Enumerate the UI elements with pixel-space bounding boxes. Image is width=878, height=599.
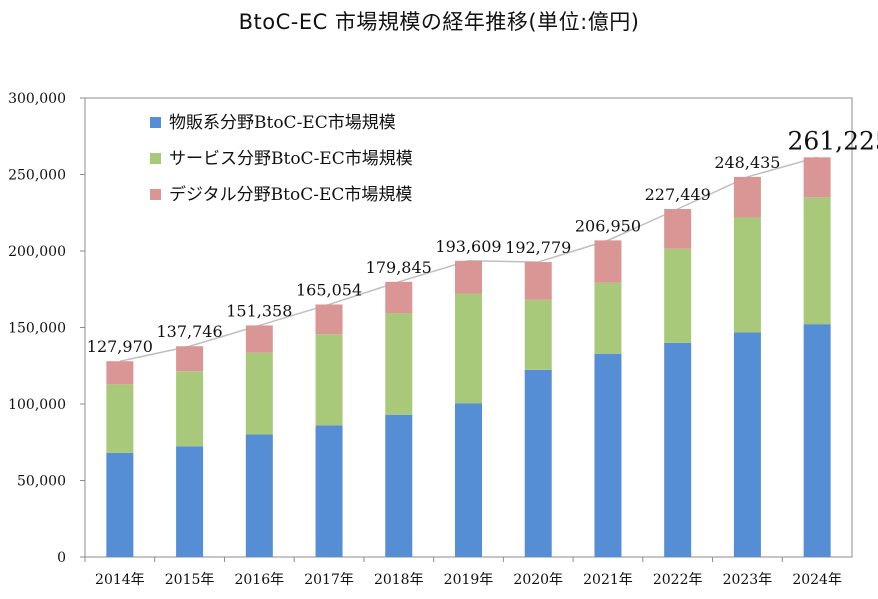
total-data-label: 248,435	[714, 153, 780, 172]
bar-segment-service	[524, 299, 552, 370]
bar-segment-service	[594, 282, 622, 354]
x-tick-label: 2024年	[792, 572, 842, 588]
total-data-label: 192,779	[505, 238, 571, 257]
x-tick-label: 2015年	[165, 572, 215, 588]
bar-segment-physical	[176, 446, 204, 557]
legend-swatch-service	[150, 153, 161, 164]
bar-segment-digital	[385, 281, 413, 314]
bar-segment-service	[245, 352, 273, 435]
bar-segment-service	[664, 248, 692, 343]
bar-segment-digital	[664, 209, 692, 249]
x-tick-label: 2016年	[234, 572, 284, 588]
bar-segment-digital	[106, 361, 134, 385]
bar-segment-digital	[245, 325, 273, 353]
total-data-label: 193,609	[435, 237, 501, 256]
total-data-label: 127,970	[87, 337, 153, 356]
x-tick-label: 2018年	[374, 572, 424, 588]
total-data-label: 179,845	[366, 258, 432, 277]
x-tick-label: 2019年	[444, 572, 494, 588]
total-data-label: 137,746	[157, 322, 223, 341]
bar-segment-service	[803, 197, 831, 325]
bar-segment-digital	[176, 346, 204, 372]
bar-segment-physical	[664, 342, 692, 557]
total-data-label: 227,449	[645, 185, 711, 204]
legend-label: 物販系分野BtoC-EC市場規模	[169, 113, 396, 133]
bar-segment-physical	[385, 414, 413, 557]
bar-segment-physical	[524, 369, 552, 557]
bar-segment-service	[315, 334, 343, 426]
chart-title: BtoC-EC 市場規模の経年推移(単位:億円)	[238, 10, 640, 34]
x-tick-label: 2017年	[304, 572, 354, 588]
bar-segment-physical	[245, 434, 273, 557]
y-tick-label: 300,000	[8, 91, 66, 107]
bar-segment-physical	[315, 425, 343, 557]
bar-segment-service	[385, 313, 413, 415]
bar-segment-physical	[106, 452, 134, 557]
y-tick-label: 150,000	[8, 321, 66, 337]
x-tick-label: 2014年	[95, 572, 145, 588]
legend-swatch-digital	[150, 189, 161, 200]
legend-swatch-physical	[150, 117, 161, 128]
bar-segment-service	[733, 217, 761, 333]
bar-segment-physical	[594, 353, 622, 557]
y-tick-label: 0	[57, 550, 66, 566]
total-data-label: 261,225	[787, 126, 878, 155]
total-data-label: 151,358	[226, 301, 292, 320]
x-tick-label: 2022年	[653, 572, 703, 588]
plot-area: 0 50,000 100,000 150,000 200,000 250,000 300,0…	[8, 91, 878, 588]
total-data-label: 206,950	[575, 216, 641, 235]
bar-segment-digital	[733, 176, 761, 218]
total-data-label: 165,054	[296, 280, 362, 299]
y-tick-label: 200,000	[8, 244, 66, 260]
legend-label: デジタル分野BtoC-EC市場規模	[169, 184, 412, 205]
bar-segment-digital	[803, 157, 831, 198]
bar-segment-physical	[733, 332, 761, 557]
bar-segment-physical	[803, 324, 831, 557]
bar-segment-digital	[524, 262, 552, 300]
bar-segment-physical	[455, 403, 482, 557]
bar-segment-service	[106, 384, 134, 453]
x-tick-label: 2023年	[723, 572, 773, 588]
legend-label: サービス分野BtoC-EC市場規模	[169, 149, 413, 169]
bar-segment-digital	[455, 260, 482, 294]
bar-segment-service	[455, 293, 482, 404]
y-tick-label: 250,000	[8, 168, 66, 184]
y-tick-label: 50,000	[17, 474, 66, 490]
bar-segment-digital	[594, 240, 622, 283]
bar-segment-digital	[315, 304, 343, 335]
x-tick-label: 2020年	[513, 572, 563, 588]
bar-segment-service	[176, 371, 204, 447]
x-tick-label: 2021年	[583, 572, 633, 588]
y-tick-label: 100,000	[8, 397, 66, 413]
